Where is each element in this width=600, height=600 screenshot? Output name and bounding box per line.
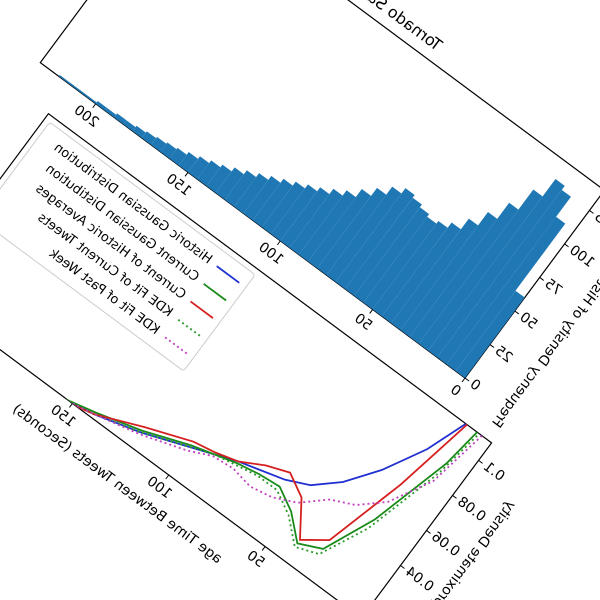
plot-frame bbox=[0, 112, 493, 600]
legend-box bbox=[0, 122, 255, 371]
x-axis-label: age Time Between Tweets (Seconds) bbox=[9, 401, 225, 567]
y-tick bbox=[514, 310, 520, 315]
histogram-bar bbox=[123, 120, 136, 132]
x-tick-label: 50 bbox=[244, 548, 268, 571]
histogram-bar bbox=[141, 131, 157, 145]
x-tick bbox=[184, 172, 189, 177]
y-tick-label: 0 bbox=[467, 376, 484, 394]
histogram-bar bbox=[243, 175, 281, 221]
y-tick bbox=[426, 530, 431, 534]
histogram-bar bbox=[363, 216, 437, 310]
histogram-bar bbox=[188, 156, 210, 180]
histogram-bar bbox=[391, 218, 479, 331]
histogram-bar bbox=[455, 290, 525, 378]
y-tick-label: 100 bbox=[566, 242, 597, 271]
histogram-bar bbox=[68, 81, 79, 91]
x-tick-label: 0 bbox=[447, 382, 464, 400]
y-tick-label: 0.04 bbox=[402, 564, 437, 595]
histogram-bar bbox=[354, 207, 430, 303]
y-tick-label: 0.08 bbox=[454, 494, 489, 525]
x-tick-label: 150 bbox=[163, 171, 194, 200]
histogram-bar bbox=[335, 188, 415, 289]
histogram-bar bbox=[169, 147, 187, 166]
y-tick bbox=[589, 210, 594, 214]
x-tick bbox=[165, 474, 170, 480]
chart-title: Tornado Sat bbox=[359, 0, 447, 55]
y-tick bbox=[539, 277, 544, 281]
histogram-bar bbox=[409, 202, 519, 344]
histogram-bar bbox=[252, 178, 293, 228]
x-tick bbox=[461, 377, 466, 383]
y-tick bbox=[400, 565, 405, 569]
y-tick bbox=[478, 459, 483, 464]
y-tick-label: 125 bbox=[591, 209, 600, 238]
y-tick-label: 50 bbox=[516, 309, 540, 332]
histogram-bar bbox=[206, 164, 232, 193]
y-tick-label: 0.06 bbox=[428, 529, 463, 560]
histogram-bar bbox=[234, 173, 269, 214]
y-tick bbox=[452, 495, 457, 499]
y-tick-label: 25 bbox=[492, 343, 516, 366]
histogram-bar bbox=[58, 74, 70, 84]
histogram-bar bbox=[298, 190, 356, 262]
histogram-bar bbox=[95, 101, 107, 111]
histogram-bar bbox=[280, 187, 330, 248]
y-tick bbox=[489, 344, 495, 348]
histogram-bar bbox=[437, 189, 571, 365]
histogram-bar bbox=[326, 186, 402, 283]
histogram-bar bbox=[372, 220, 448, 317]
x-tick bbox=[369, 309, 374, 314]
histogram-bar bbox=[224, 170, 257, 207]
histogram-bar bbox=[261, 181, 305, 235]
histogram-bar bbox=[381, 222, 461, 324]
y-tick-label: 75 bbox=[541, 276, 565, 299]
histogram-bar bbox=[215, 167, 244, 200]
histogram-bar bbox=[308, 189, 372, 269]
histogram-bar bbox=[344, 197, 422, 296]
histogram-bar bbox=[289, 188, 343, 255]
legend-swatch bbox=[216, 265, 240, 284]
histogram-bar bbox=[104, 107, 117, 118]
y-tick bbox=[464, 377, 470, 382]
series-line bbox=[0, 343, 492, 556]
x-tick bbox=[276, 240, 281, 246]
histogram-bar bbox=[160, 142, 177, 159]
histogram-bar bbox=[197, 160, 221, 187]
x-tick bbox=[92, 103, 97, 109]
histogram-bar bbox=[178, 152, 198, 173]
histogram-bar bbox=[317, 187, 387, 276]
legend-swatch bbox=[189, 300, 214, 319]
series-line bbox=[0, 343, 483, 506]
legend-swatch bbox=[203, 283, 227, 302]
histogram-bar bbox=[114, 113, 127, 125]
x-tick-label: 100 bbox=[255, 239, 286, 268]
y-tick-label: 0.1 bbox=[480, 459, 507, 485]
y-tick bbox=[564, 243, 569, 248]
histogram-bar bbox=[400, 212, 498, 337]
x-tick-label: 50 bbox=[351, 311, 375, 334]
histogram-bar bbox=[271, 184, 318, 241]
x-tick bbox=[261, 546, 266, 551]
histogram-bar bbox=[446, 216, 566, 372]
x-tick bbox=[69, 403, 73, 408]
histogram-bar bbox=[418, 189, 543, 351]
x-tick-label: 200 bbox=[71, 102, 102, 131]
histogram-bar bbox=[132, 125, 146, 139]
histogram-bar bbox=[77, 88, 88, 97]
histogram-bar bbox=[86, 95, 97, 104]
series-line bbox=[0, 343, 492, 550]
histogram-bar bbox=[428, 178, 565, 358]
histogram-bar bbox=[151, 136, 167, 152]
series-line bbox=[0, 343, 492, 487]
